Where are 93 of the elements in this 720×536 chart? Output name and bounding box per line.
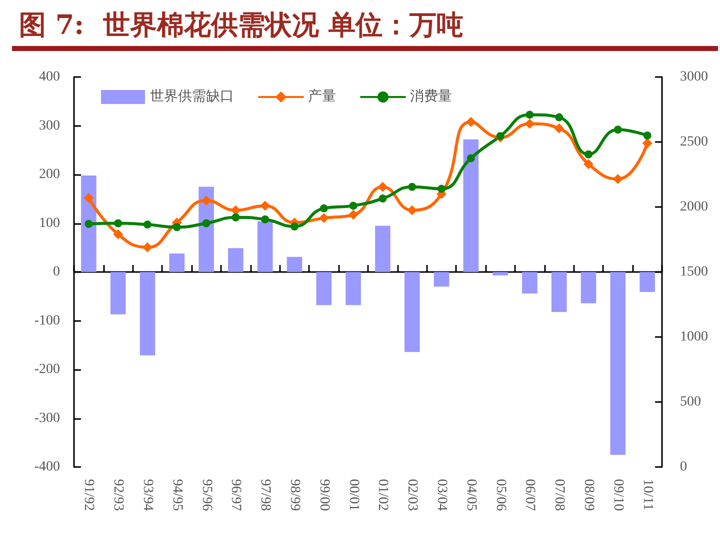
x-tick-label: 91/92 (81, 479, 96, 511)
point (378, 182, 388, 192)
bar (257, 221, 273, 272)
point (202, 219, 210, 228)
point (348, 210, 358, 220)
x-tick-label: 09/10 (610, 479, 626, 511)
bar (463, 139, 479, 272)
point (232, 213, 240, 222)
point (526, 110, 534, 119)
y2-tick-label: 0 (680, 460, 687, 474)
point (466, 116, 476, 127)
x-tick-label: 08/09 (581, 479, 596, 511)
legend-label: 产量 (308, 88, 336, 104)
x-tick-label: 95/96 (198, 479, 214, 511)
point (318, 213, 329, 224)
point (260, 200, 270, 211)
point (438, 184, 446, 193)
y-tick-label: -400 (34, 460, 60, 474)
point (466, 154, 475, 162)
x-tick-label: 01/02 (375, 479, 390, 511)
bar (404, 272, 420, 352)
point (290, 222, 298, 230)
point (555, 113, 564, 122)
point (144, 220, 152, 229)
point (84, 220, 93, 228)
bar (610, 272, 626, 455)
bar (110, 272, 126, 314)
bar (228, 248, 244, 272)
x-tick-label: 04/05 (463, 479, 478, 511)
point (614, 126, 622, 134)
x-tick-label: 98/99 (287, 479, 302, 511)
bar (316, 272, 332, 306)
y-tick-label: -100 (34, 313, 60, 328)
x-tick-label: 92/93 (110, 479, 126, 511)
point (84, 192, 94, 203)
point (230, 205, 241, 216)
y2-tick-label: 3000 (680, 70, 708, 84)
point (261, 215, 270, 224)
point (554, 123, 564, 134)
bar (140, 272, 156, 356)
bar (640, 272, 655, 292)
legend-label: 消费量 (410, 88, 452, 104)
x-tick-label: 07/08 (552, 479, 567, 511)
x-tick-label: 96/97 (228, 479, 244, 511)
legend-label: 世界供需缺口 (150, 88, 234, 104)
x-tick-label: 97/98 (258, 479, 273, 511)
x-tick-label: 02/03 (404, 479, 420, 511)
point (142, 242, 152, 252)
bar (169, 253, 185, 272)
bar (580, 272, 596, 304)
point (320, 204, 328, 212)
point (524, 118, 535, 129)
x-tick-label: 93/94 (140, 479, 155, 511)
y2-tick-label: 2000 (680, 200, 708, 214)
point (408, 182, 416, 191)
y-tick-label: 400 (39, 70, 60, 84)
x-tick-label: 00/01 (346, 479, 361, 511)
point (378, 194, 387, 203)
y-tick-label: 100 (39, 216, 60, 231)
bar (522, 272, 538, 294)
point (201, 196, 212, 206)
x-tick-label: 99/00 (316, 479, 332, 511)
x-tick-label: 94/95 (169, 479, 184, 511)
point (584, 159, 594, 170)
chart-title: 图 7: 世界棉花供需状况 单位：万吨 (19, 10, 464, 41)
bar (375, 226, 390, 272)
y-tick-label: 0 (53, 264, 60, 280)
y-tick-label: -200 (34, 362, 60, 377)
bar (492, 272, 508, 276)
bar (286, 256, 302, 272)
y2-tick-label: 1500 (680, 264, 708, 280)
point (349, 202, 358, 210)
bar (346, 272, 361, 306)
y-tick-label: 200 (39, 167, 60, 182)
y-tick-label: 300 (39, 118, 60, 134)
point (114, 219, 122, 228)
x-tick-label: 03/04 (434, 479, 449, 511)
y2-tick-label: 1000 (680, 330, 708, 344)
y2-tick-label: 500 (680, 394, 701, 410)
point (407, 205, 418, 216)
point (612, 174, 623, 184)
x-tick-label: 10/11 (640, 479, 655, 510)
y2-tick-label: 2500 (680, 134, 708, 150)
point (642, 138, 652, 148)
bar (551, 272, 567, 312)
point (172, 223, 181, 232)
point (584, 150, 592, 158)
bar (434, 272, 450, 287)
x-tick-label: 05/06 (492, 479, 508, 511)
point (643, 132, 652, 140)
x-tick-label: 06/07 (522, 479, 538, 511)
point (113, 229, 124, 240)
y-tick-label: -300 (34, 410, 60, 426)
